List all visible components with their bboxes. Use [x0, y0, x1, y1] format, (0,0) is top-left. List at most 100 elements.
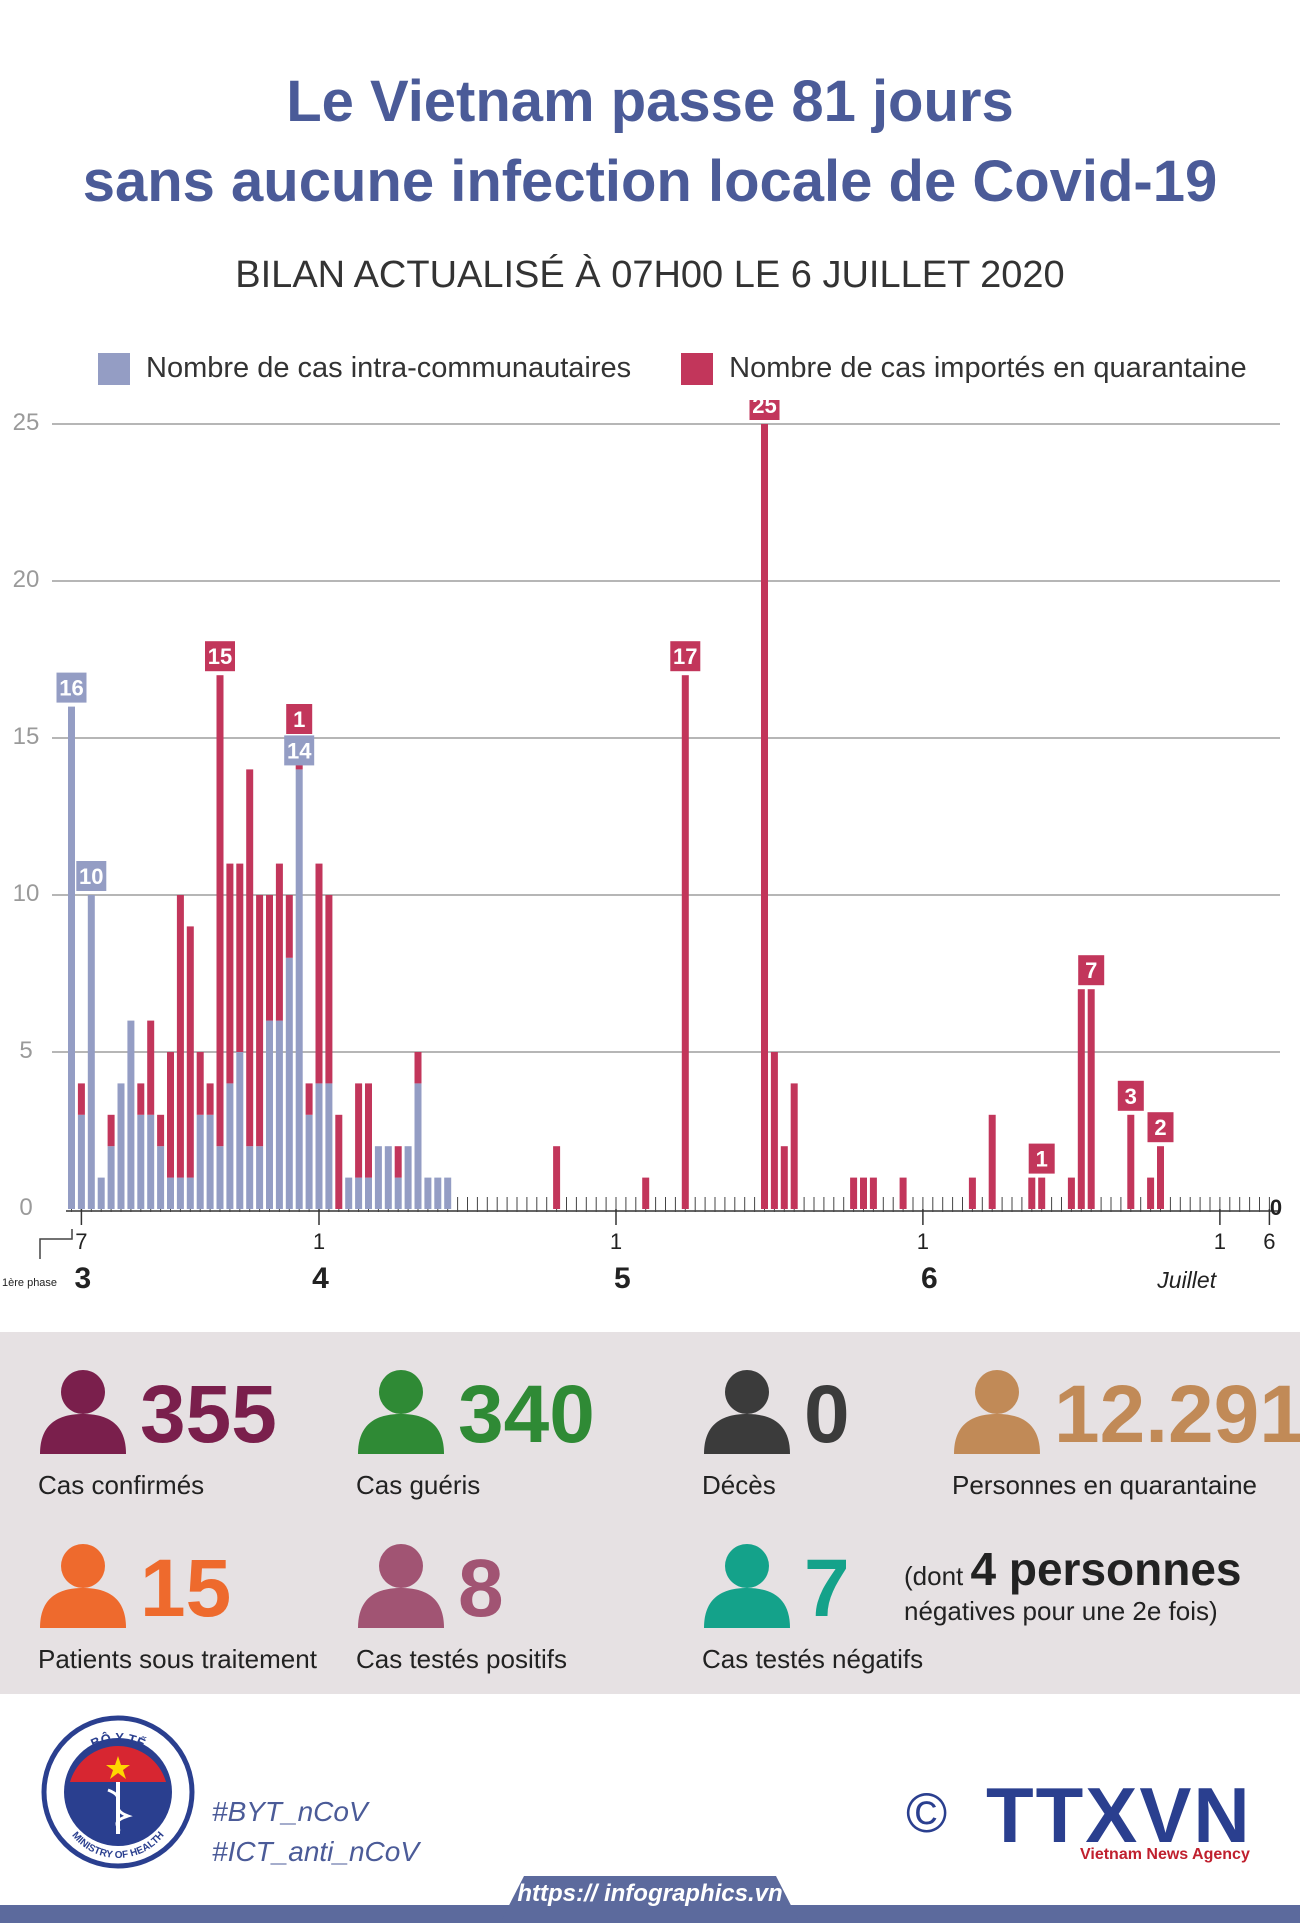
bar-imported	[206, 1083, 214, 1115]
y-tick-label: 0	[19, 1194, 32, 1221]
stats-panel	[0, 1332, 1300, 1694]
hashtag-ict: #ICT_anti_nCoV	[212, 1836, 420, 1867]
bar-imported	[285, 895, 293, 958]
legend-swatch-imported	[681, 352, 714, 385]
x-tick-label: 6	[1263, 1229, 1275, 1254]
legend-label-local: Nombre de cas intra-communautaires	[146, 352, 632, 384]
bar-imported	[790, 1083, 798, 1209]
chart-legend: Nombre de cas intra-communautaires Nombr…	[98, 352, 1247, 385]
y-tick-label: 10	[13, 880, 40, 907]
x-month-label: 6	[921, 1262, 938, 1295]
svg-text:BỘ Y TẾ: BỘ Y TẾ	[88, 1730, 148, 1751]
bar-value-label: 7	[1085, 958, 1097, 983]
person-icon	[40, 1370, 126, 1454]
stat-value: 7	[804, 1543, 850, 1634]
bar-value-label: 25	[752, 400, 776, 418]
bar-local	[167, 1177, 174, 1209]
bar-imported	[414, 1052, 422, 1084]
subtitle: BILAN ACTUALISÉ À 07H00 LE 6 JUILLET 202…	[235, 254, 1065, 296]
bar-local	[355, 1177, 363, 1209]
legend-label-imported: Nombre de cas importés en quarantaine	[729, 352, 1247, 384]
person-icon	[358, 1544, 444, 1628]
bar-local	[444, 1177, 452, 1209]
phase-bracket	[39, 1229, 73, 1259]
x-month-label: 4	[312, 1262, 329, 1295]
stat-positive: 8 Cas testés positifs	[356, 1540, 567, 1675]
star-icon	[106, 1756, 130, 1779]
bar-local	[285, 957, 293, 1209]
bar-local	[107, 1146, 115, 1209]
person-icon	[40, 1544, 126, 1628]
bar-local	[295, 769, 303, 1209]
bar-value-box	[286, 704, 313, 734]
bar-imported	[968, 1177, 976, 1209]
bar-imported	[77, 1083, 85, 1115]
bar-local	[325, 1083, 333, 1209]
bar-imported	[1038, 1177, 1046, 1209]
hashtags: #BYT_nCoV #ICT_anti_nCoV	[212, 1792, 419, 1872]
ministry-of-health-logo: BỘ Y TẾ MINISTRY OF HEALTH	[41, 1715, 195, 1869]
y-tick-label: 5	[19, 1037, 32, 1064]
x-tick-label: 7	[75, 1229, 87, 1254]
y-tick-label: 20	[13, 566, 40, 593]
bar-imported	[186, 926, 194, 1178]
bar-local	[77, 1114, 85, 1209]
bar-local	[305, 1114, 313, 1209]
x-month-label: Juillet	[1156, 1267, 1217, 1293]
bar-value-label: 1	[293, 707, 305, 732]
stat-recovered: 340 Cas guéris	[356, 1366, 595, 1501]
bar-local	[365, 1177, 372, 1209]
bar-value-label: 15	[208, 644, 232, 669]
bar-imported	[107, 1114, 115, 1147]
stat-value: 340	[458, 1369, 595, 1460]
footer-url[interactable]: https:// infographics.vn	[517, 1880, 783, 1907]
bar-local	[404, 1146, 412, 1209]
person-icon	[704, 1544, 790, 1628]
bar-local	[176, 1177, 184, 1209]
bar-imported	[325, 895, 333, 1084]
bar-value-label: 16	[59, 676, 83, 701]
bar-imported	[1147, 1177, 1155, 1209]
bar-local	[97, 1177, 105, 1209]
bar-imported	[355, 1083, 363, 1178]
phase-label: 1ère phase	[2, 1277, 57, 1289]
stat-treatment: 15 Patients sous traitement	[38, 1540, 317, 1675]
person-icon	[954, 1370, 1040, 1454]
bar-imported	[167, 1052, 174, 1178]
stat-quarantine: 12.291 Personnes en quarantaine	[952, 1366, 1300, 1501]
stat-negative: 7 Cas testés négatifs	[702, 1540, 923, 1675]
bar-imported	[365, 1083, 372, 1178]
person-icon	[704, 1370, 790, 1454]
y-tick-label: 25	[13, 409, 40, 436]
stat-label: Cas testés négatifs	[702, 1644, 924, 1674]
bar-imported	[137, 1083, 145, 1115]
bar-value-box	[1117, 1080, 1144, 1111]
bar-local	[226, 1083, 234, 1209]
bar-local	[206, 1114, 214, 1209]
bar-local	[68, 706, 75, 1209]
bar-imported	[246, 769, 254, 1147]
bar-value-box	[76, 861, 107, 891]
bar-imported	[335, 1114, 343, 1209]
bar-imported	[196, 1052, 204, 1115]
x-tick-label: 1	[917, 1229, 929, 1254]
bar-value-box	[56, 672, 87, 703]
bar-imported	[770, 1052, 778, 1209]
bar-imported	[553, 1146, 561, 1209]
bar-imported	[1127, 1114, 1135, 1209]
bar-imported	[988, 1114, 996, 1209]
stat-value: 0	[804, 1369, 850, 1460]
bar-value-box	[749, 400, 780, 420]
note-highlight: 4 personnes	[970, 1543, 1242, 1595]
bar-imported	[1157, 1146, 1164, 1209]
bar-local	[394, 1177, 402, 1209]
y-tick-label: 15	[13, 723, 40, 750]
bar-local	[384, 1146, 392, 1209]
bar-value-box	[284, 735, 315, 766]
bar-local	[236, 1052, 244, 1209]
bar-local	[157, 1146, 165, 1209]
note-line2: négatives pour une 2e fois)	[904, 1596, 1218, 1626]
bar-imported	[761, 424, 768, 1209]
bar-local	[216, 1146, 224, 1209]
